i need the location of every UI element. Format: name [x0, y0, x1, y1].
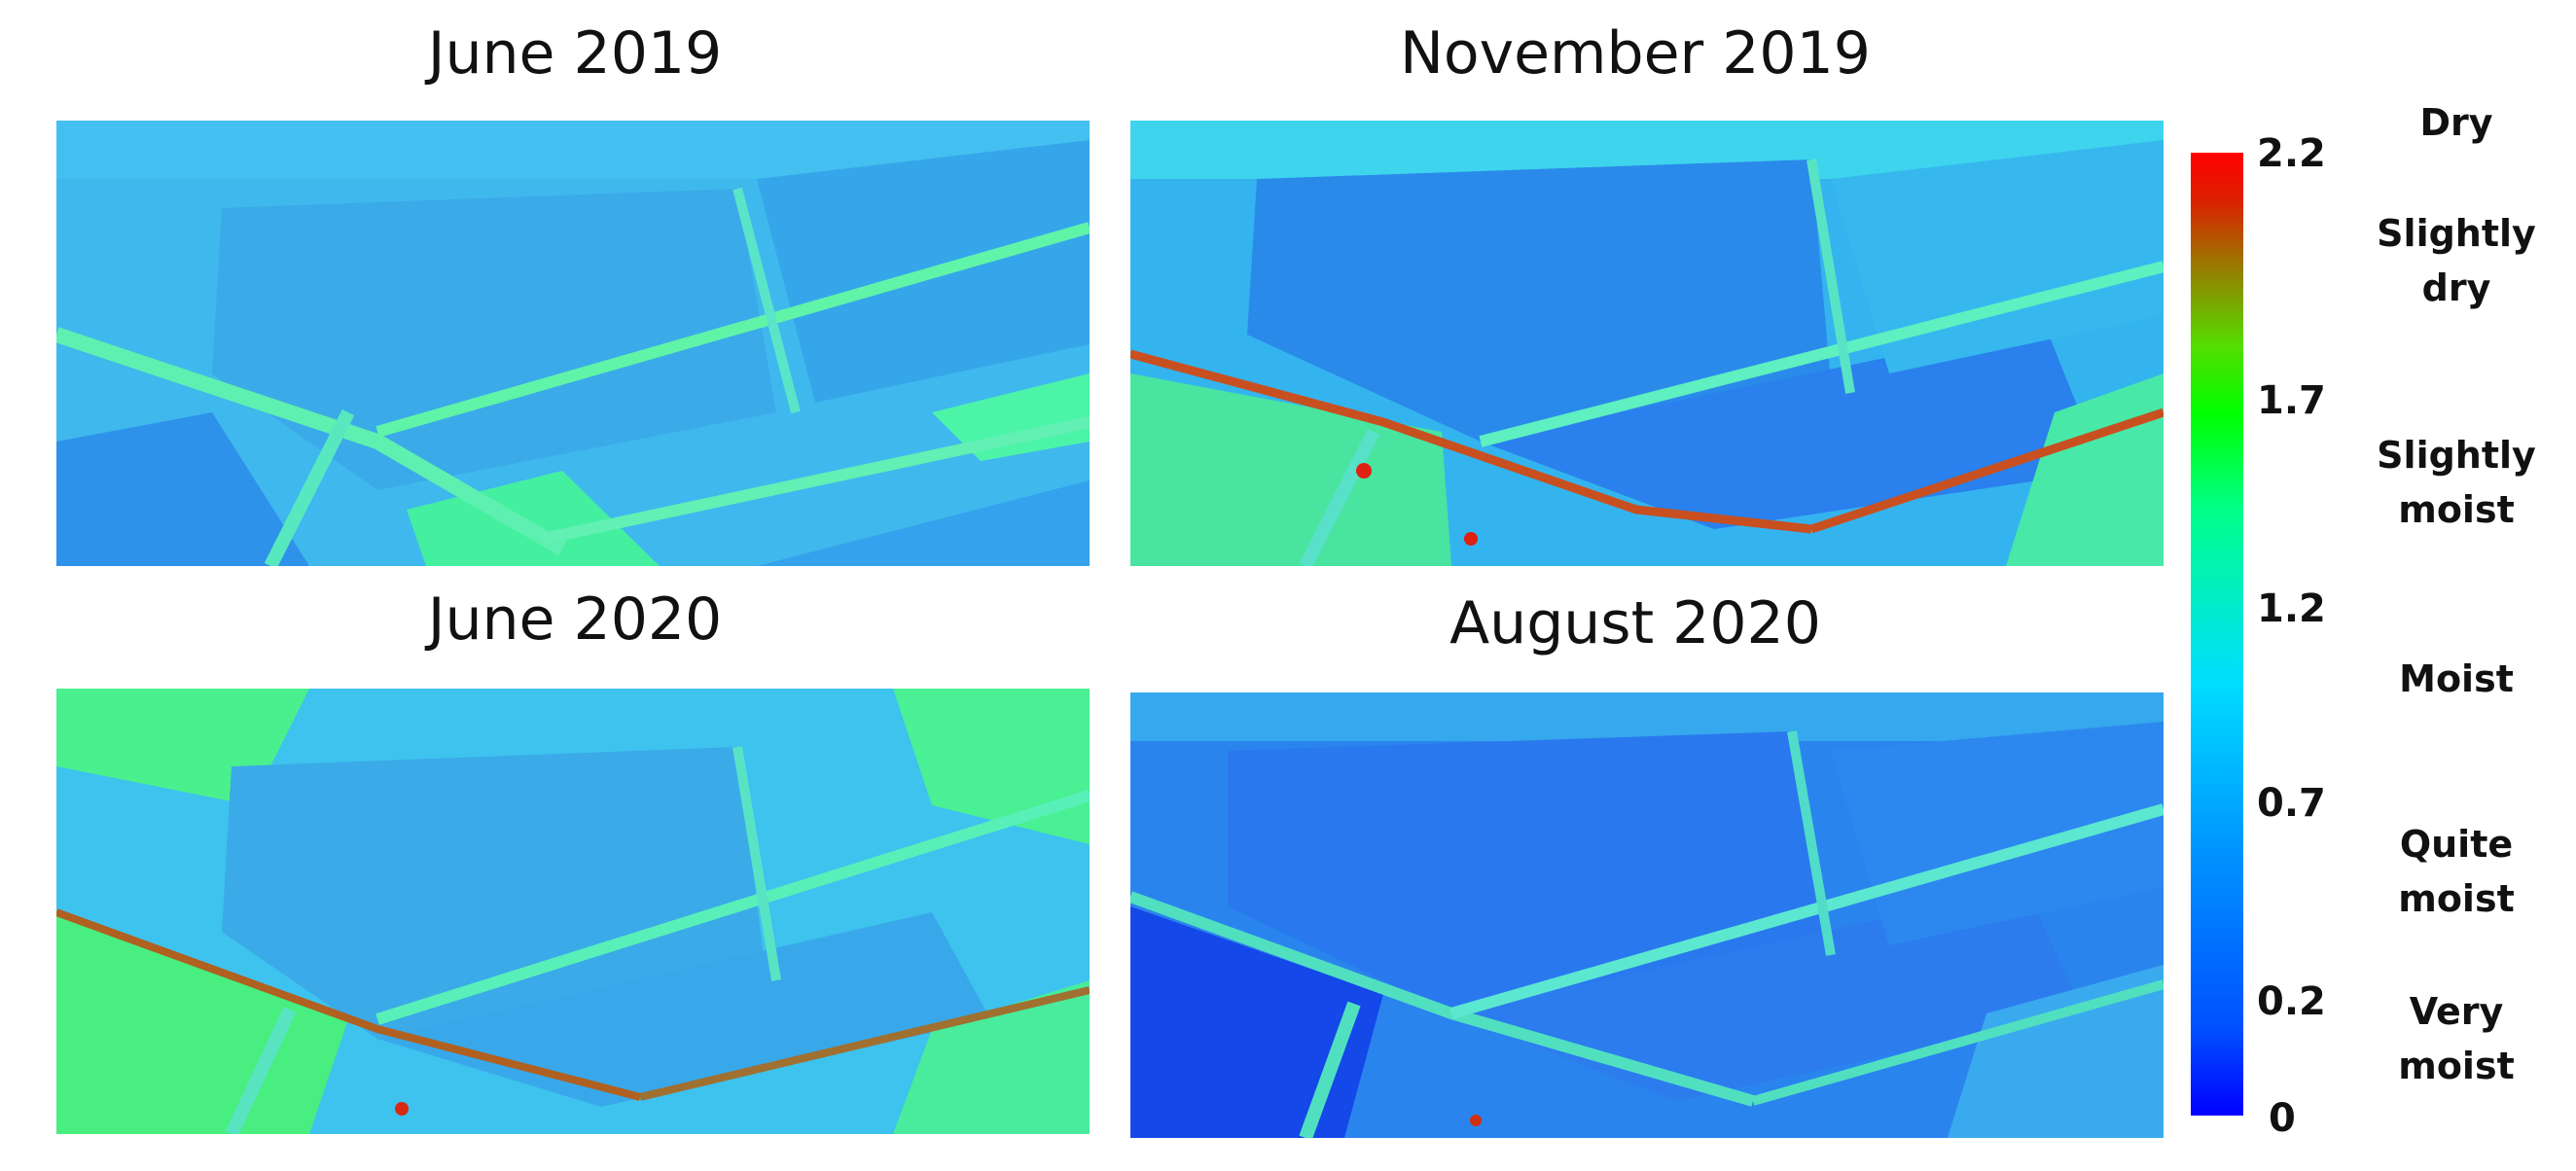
field [757, 480, 1090, 566]
field [222, 747, 767, 1039]
road [1787, 730, 1836, 956]
road [376, 790, 1090, 1025]
class-label-line: moist [2398, 1045, 2515, 1087]
road [639, 986, 1090, 1101]
field [1481, 325, 2103, 529]
road [56, 908, 642, 1101]
panel-title-june-2019: June 2019 [427, 19, 723, 88]
road [56, 327, 567, 555]
class-label-line: Moist [2399, 657, 2514, 700]
class-label-moist: Moist [2374, 652, 2539, 706]
field [56, 412, 309, 566]
moisture-map-august-2020 [1130, 692, 2164, 1138]
class-label-slightly-moist: Slightly moist [2374, 428, 2539, 537]
colorbar-tick: 0 [2269, 1096, 2296, 1141]
field [1247, 160, 1831, 442]
field [377, 912, 990, 1107]
field [1130, 692, 2164, 741]
field [1831, 140, 2164, 373]
road [1449, 803, 2164, 1019]
dry-spot [1464, 532, 1478, 546]
field [56, 121, 1090, 179]
class-label-slightly-dry: Slightly dry [2374, 206, 2539, 315]
green-patch [932, 373, 1090, 461]
road [1299, 428, 1380, 566]
road [225, 1007, 297, 1134]
class-label-line: Dry [2419, 101, 2493, 144]
class-label-very-moist: Very moist [2374, 984, 2539, 1093]
class-label-dry: Dry [2374, 95, 2539, 150]
field [212, 189, 776, 490]
moisture-map-june-2019 [56, 121, 1090, 566]
road [733, 746, 781, 981]
class-label-line: moist [2398, 488, 2515, 531]
class-label-line: dry [2421, 266, 2491, 309]
field [893, 980, 1090, 1134]
road [376, 222, 1090, 438]
class-label-line: Slightly [2377, 434, 2536, 477]
panel-title-august-2020: August 2020 [1449, 589, 1821, 657]
dry-spot [395, 1102, 409, 1116]
road [1807, 159, 1855, 394]
road [1479, 261, 2164, 447]
field [56, 912, 348, 1134]
colorbar-tick: 1.2 [2257, 586, 2326, 631]
field [1948, 965, 2164, 1138]
class-label-line: moist [2398, 877, 2515, 920]
road [1751, 979, 2164, 1106]
colorbar-tick: 1.7 [2257, 378, 2326, 423]
class-label-quite-moist: Quite moist [2374, 817, 2539, 926]
road [264, 408, 355, 566]
road [1130, 349, 1812, 534]
colorbar-tick: 0.2 [2257, 979, 2326, 1024]
class-label-line: Slightly [2377, 212, 2536, 255]
moisture-map-june-2020 [56, 689, 1090, 1134]
road [1809, 408, 2164, 534]
road [733, 187, 801, 414]
road [541, 416, 1090, 545]
dry-spot [1356, 463, 1372, 479]
class-label-line: Quite [2399, 823, 2514, 866]
moisture-map-november-2019 [1130, 121, 2164, 566]
colorbar-tick: 2.2 [2257, 131, 2326, 176]
field [1451, 887, 2084, 1101]
colorbar-tick: 0.7 [2257, 781, 2326, 826]
panel-title-november-2019: November 2019 [1400, 19, 1871, 88]
road [1299, 1001, 1361, 1138]
field [1831, 722, 2164, 945]
moisture-colorbar [2191, 153, 2243, 1116]
field [1130, 121, 2164, 179]
dry-spot [1470, 1115, 1482, 1126]
panel-title-june-2020: June 2020 [427, 586, 723, 654]
class-label-line: Very [2409, 990, 2504, 1033]
